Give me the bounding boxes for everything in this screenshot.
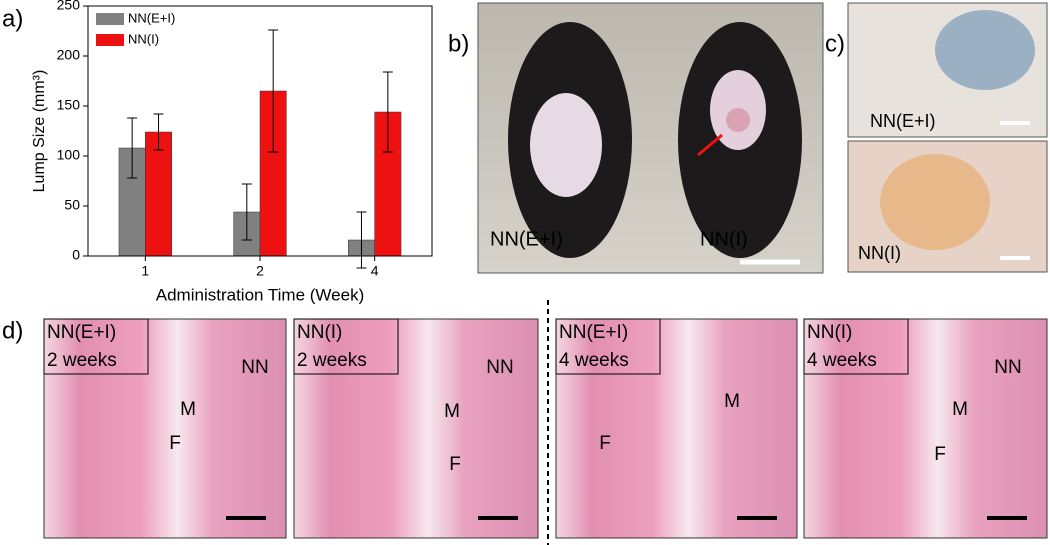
error-bar [382,71,393,153]
panel-label: d) [2,317,23,344]
lump [726,108,750,132]
y-tick-label: 250 [57,0,81,13]
legend-swatch [96,13,124,25]
x-tick-label: 4 [371,263,379,279]
tissue-label: F [449,454,461,475]
label-box [803,318,909,375]
histology-image [555,318,798,539]
label-box [43,318,149,375]
panel-label: b) [448,30,469,57]
y-tick-label: 0 [72,247,80,263]
tissue-label: M [724,391,740,412]
panel-label: a) [2,5,23,32]
caption: NN(E+I) [870,111,936,131]
time-label: 2 weeks [297,350,367,371]
bar [145,131,172,257]
time-label: 2 weeks [47,350,117,371]
label-box [555,318,661,375]
lump [880,154,990,250]
error-bar [241,183,252,241]
group-label: NN(E+I) [47,322,116,343]
error-bar [127,117,138,179]
dye [935,10,1035,90]
time-label: 4 weeks [807,350,877,371]
error-bar [268,29,279,153]
x-tick-label: 2 [256,263,264,279]
tissue-label: F [599,433,611,454]
y-tick-label: 100 [57,147,81,163]
tissue-label: NN [994,357,1021,378]
group-label: NN(I) [807,322,852,343]
caption: NN(E+I) [490,228,563,250]
error-bar [153,113,164,151]
y-axis-label: Lump Size (mm³) [31,70,48,193]
tissue-label: NN [241,357,268,378]
y-tick-label: 200 [57,47,81,63]
x-axis-label: Administration Time (Week) [156,285,364,304]
y-tick-label: 50 [64,197,80,213]
legend-swatch [96,34,124,46]
plot-frame [87,5,433,257]
tissue-label: M [180,399,196,420]
tissue-label: M [444,401,460,422]
x-tick-label: 1 [141,263,149,279]
histology-image [293,318,539,539]
time-label: 4 weeks [559,350,629,371]
group-label: NN(E+I) [559,322,628,343]
legend-label: NN(I) [128,31,159,46]
tissue-label: M [952,399,968,420]
arrow [697,133,723,157]
label-box [293,318,399,375]
tissue-label: NN [486,357,513,378]
shaved-area [530,93,602,197]
tissue-label: F [169,433,181,454]
panel-label: c) [825,30,845,57]
error-bar [356,211,367,269]
histology-image [803,318,1048,539]
legend-label: NN(E+I) [128,10,175,25]
caption: NN(I) [858,243,901,263]
tissue-label: F [934,444,946,465]
group-label: NN(I) [297,322,342,343]
y-tick-label: 150 [57,97,81,113]
histology-image [43,318,287,539]
caption: NN(I) [700,228,748,250]
